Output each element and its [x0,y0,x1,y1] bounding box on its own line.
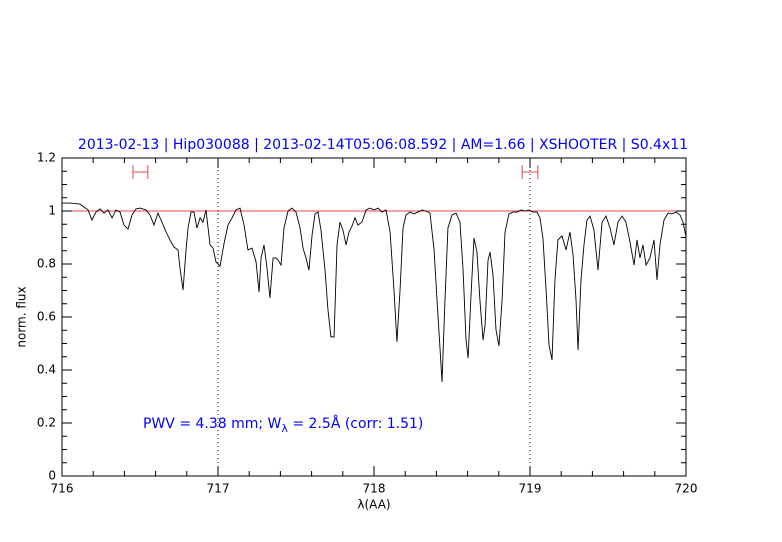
chart-title: 2013-02-13 | Hip030088 | 2013-02-14T05:0… [78,137,688,153]
annotation-part: PWV = 4.38 mm; W [143,416,282,432]
y-tick-label: 0 [48,469,56,483]
annotation: PWV = 4.38 mm; Wλ = 2.5Å (corr: 1.51) [143,415,423,435]
spectrum-line [62,202,687,382]
y-tick-label: 0.2 [37,416,56,430]
x-axis-label: λ(AA) [357,498,390,512]
x-tick-label: 717 [207,482,230,496]
annotation-subscript: λ [281,422,288,435]
y-tick-label: 1 [48,204,56,218]
annotation-part: = 2.5Å (corr: 1.51) [288,415,423,432]
x-tick-label: 716 [51,482,74,496]
y-tick-label: 0.8 [37,257,56,271]
plot-frame [61,157,687,477]
y-tick-label: 0.6 [37,310,56,324]
y-axis-label: norm. flux [15,286,29,347]
x-tick-label: 720 [675,482,698,496]
y-tick-label: 0.4 [37,363,56,377]
x-tick-label: 719 [519,482,542,496]
y-tick-label: 1.2 [37,151,56,165]
x-tick-label: 718 [363,482,386,496]
